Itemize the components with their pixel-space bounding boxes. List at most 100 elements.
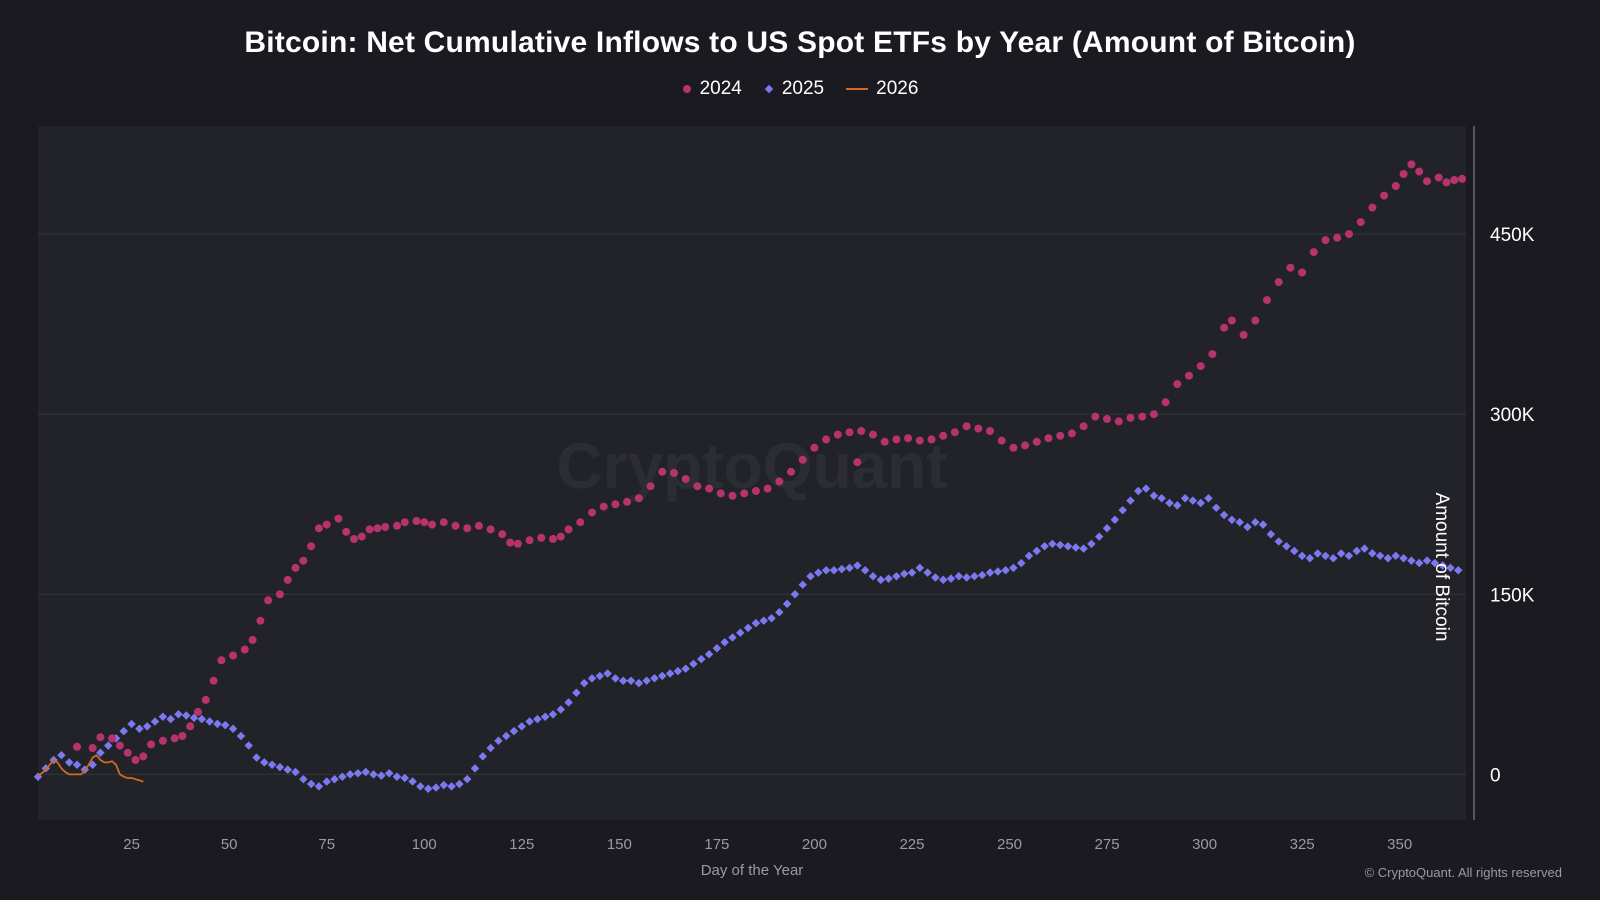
data-point-2025: [189, 713, 199, 723]
data-point-2024: [525, 536, 534, 545]
data-point-2024: [716, 489, 725, 498]
data-point-2025: [400, 773, 410, 783]
legend-item-2026[interactable]: 2026: [846, 78, 918, 100]
data-point-2025: [665, 669, 675, 678]
legend-label-2026: 2026: [876, 78, 919, 99]
data-point-2024: [115, 741, 124, 750]
data-point-2024: [1161, 398, 1170, 407]
data-point-2024: [209, 676, 218, 685]
data-point-2025: [525, 717, 534, 726]
data-point-2024: [357, 532, 366, 541]
data-point-2024: [810, 443, 819, 452]
data-point-2024: [275, 590, 284, 599]
data-point-2025: [1071, 543, 1081, 552]
data-point-2024: [240, 645, 249, 654]
data-point-2024: [88, 744, 97, 752]
data-point-2024: [1149, 410, 1158, 419]
data-point-2024: [728, 491, 737, 500]
data-point-2025: [1235, 517, 1244, 527]
data-point-2024: [833, 430, 842, 439]
data-point-2025: [119, 726, 129, 736]
data-point-2025: [1157, 493, 1166, 503]
x-tick-label: 25: [123, 836, 140, 853]
data-point-2025: [1344, 551, 1354, 561]
data-point-2024: [705, 484, 714, 493]
data-point-2025: [517, 722, 527, 731]
data-point-2025: [1407, 556, 1416, 565]
data-point-2025: [197, 714, 207, 724]
data-point-2024: [623, 497, 632, 506]
data-point-2025: [377, 771, 386, 780]
data-point-2025: [1141, 484, 1151, 493]
data-point-2025: [1352, 546, 1361, 556]
data-point-2025: [1149, 491, 1159, 501]
data-point-2024: [513, 539, 522, 548]
legend-item-2024[interactable]: 2024: [682, 78, 742, 100]
data-point-2024: [576, 518, 585, 527]
data-point-2025: [174, 710, 183, 719]
data-point-2024: [1274, 278, 1283, 287]
data-point-2025: [907, 568, 917, 577]
data-point-2024: [291, 563, 300, 572]
data-point-2024: [693, 482, 702, 491]
data-point-2025: [1102, 524, 1112, 533]
data-point-2024: [549, 535, 557, 543]
data-point-2024: [1407, 160, 1416, 169]
data-point-2024: [798, 455, 807, 464]
data-point-2025: [345, 770, 355, 779]
data-point-2024: [229, 651, 238, 660]
data-point-2025: [267, 760, 277, 770]
legend-item-2025[interactable]: 2025: [764, 78, 824, 100]
data-point-2025: [548, 710, 558, 719]
data-point-2024: [201, 695, 210, 704]
data-point-2025: [626, 676, 636, 685]
data-point-2024: [1138, 412, 1147, 421]
data-point-2025: [423, 784, 433, 794]
data-point-2025: [751, 618, 761, 628]
data-point-2024: [96, 733, 105, 742]
data-point-2025: [860, 566, 870, 575]
data-point-2025: [821, 566, 831, 575]
data-point-2025: [1001, 566, 1010, 575]
data-point-2024: [1208, 350, 1217, 359]
data-point-2024: [194, 707, 202, 716]
data-point-2025: [1227, 515, 1237, 525]
x-axis-ticks: 25 50 75 100 125 150 175 200 225 250 275 300 325 350: [123, 836, 1412, 853]
y-tick-label: 450K: [1490, 225, 1535, 246]
data-point-2024: [1227, 316, 1236, 325]
series-2024: [73, 160, 1467, 764]
data-point-2025: [642, 676, 651, 685]
data-point-2025: [1422, 556, 1432, 565]
data-point-2025: [501, 731, 511, 741]
data-point-2024: [822, 435, 831, 444]
data-point-2025: [252, 753, 261, 762]
legend-line-icon: [846, 88, 869, 90]
data-point-2024: [1309, 248, 1318, 257]
data-point-2024: [751, 487, 760, 495]
x-tick-label: 100: [412, 836, 437, 853]
data-point-2025: [64, 758, 74, 767]
data-point-2025: [1040, 542, 1049, 551]
series-2026: [37, 754, 144, 783]
data-point-2024: [845, 428, 854, 437]
data-point-2025: [1446, 563, 1455, 573]
data-point-2024: [556, 532, 565, 541]
data-point-2024: [1185, 371, 1193, 380]
data-point-2025: [853, 561, 862, 570]
data-point-2025: [260, 758, 269, 767]
data-point-2024: [1345, 230, 1353, 239]
data-point-2024: [1298, 268, 1307, 277]
data-point-2024: [474, 521, 483, 530]
data-point-2025: [455, 779, 464, 789]
data-point-2025: [1219, 510, 1229, 520]
data-point-2024: [299, 556, 308, 565]
data-point-2025: [439, 780, 449, 790]
data-point-2025: [564, 698, 573, 707]
x-axis-label: Day of the Year: [700, 862, 804, 879]
data-point-2025: [993, 567, 1003, 576]
data-point-2025: [946, 574, 956, 583]
data-point-2024: [1114, 417, 1123, 426]
data-point-2024: [217, 656, 226, 665]
data-point-2025: [603, 669, 612, 678]
data-point-2025: [1165, 498, 1174, 508]
